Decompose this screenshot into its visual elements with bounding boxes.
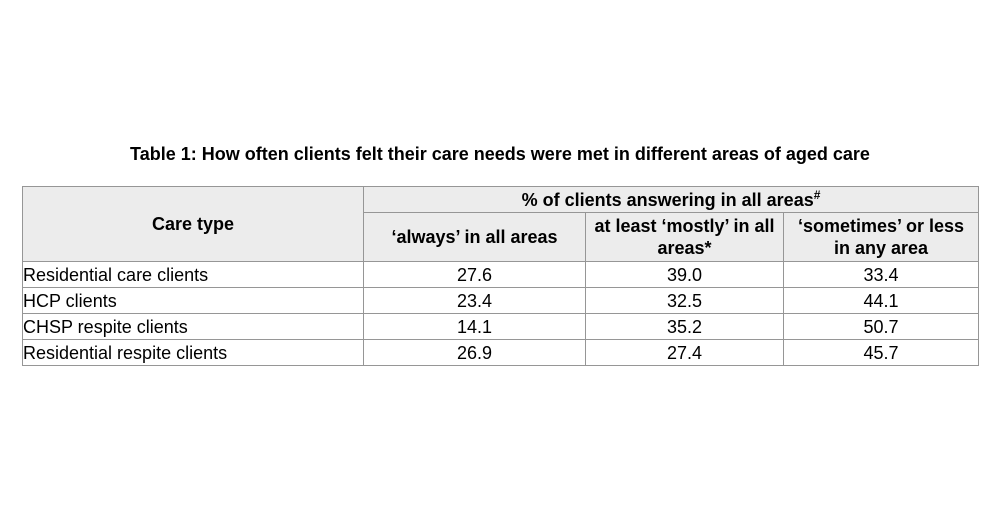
value-cell-sometimes: 45.7 xyxy=(782,339,980,366)
value-cell-mostly: 35.2 xyxy=(585,313,784,340)
aged-care-needs-table: Care type % of clients answering in all … xyxy=(22,186,980,366)
care-type-cell: Residential care clients xyxy=(22,261,364,288)
group-header-row: Care type % of clients answering in all … xyxy=(22,186,980,262)
value-cell-mostly: 39.0 xyxy=(585,261,784,288)
care-type-cell: Residential respite clients xyxy=(22,339,364,366)
column-header-sometimes-or-less: ‘sometimes’ or less in any area xyxy=(782,212,980,262)
group-header-footnote-mark: # xyxy=(813,187,821,202)
group-column-header: % of clients answering in all areas# xyxy=(362,186,980,213)
column-header-always: ‘always’ in all areas xyxy=(363,212,586,262)
value-cell-always: 23.4 xyxy=(363,287,586,314)
group-column-header-text: % of clients answering in all areas xyxy=(521,189,814,210)
table-row-residential-care: Residential care clients 27.6 39.0 33.4 xyxy=(22,261,980,288)
value-cell-sometimes: 44.1 xyxy=(782,287,980,314)
value-cell-always: 27.6 xyxy=(363,261,586,288)
care-type-cell: HCP clients xyxy=(22,287,364,314)
value-cell-always: 14.1 xyxy=(363,313,586,340)
value-cell-mostly: 32.5 xyxy=(585,287,784,314)
sub-header-row: ‘always’ in all areas at least ‘mostly’ … xyxy=(23,212,980,262)
column-header-at-least-mostly: at least ‘mostly’ in all areas* xyxy=(585,212,784,262)
care-type-cell: CHSP respite clients xyxy=(22,313,364,340)
table-row-chsp-respite: CHSP respite clients 14.1 35.2 50.7 xyxy=(22,313,980,340)
care-type-column-header: Care type xyxy=(22,186,364,262)
table-row-residential-respite: Residential respite clients 26.9 27.4 45… xyxy=(22,339,980,366)
value-cell-mostly: 27.4 xyxy=(585,339,784,366)
value-cell-sometimes: 33.4 xyxy=(782,261,980,288)
value-cell-always: 26.9 xyxy=(363,339,586,366)
table-title: Table 1: How often clients felt their ca… xyxy=(130,144,870,164)
table-row-hcp: HCP clients 23.4 32.5 44.1 xyxy=(22,287,980,314)
value-cell-sometimes: 50.7 xyxy=(782,313,980,340)
